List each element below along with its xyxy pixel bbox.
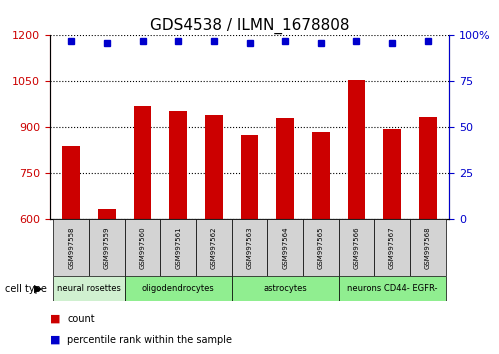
FancyBboxPatch shape <box>125 219 160 276</box>
Bar <box>347 80 365 219</box>
Text: count: count <box>67 314 95 324</box>
FancyBboxPatch shape <box>339 276 446 301</box>
Text: GSM997568: GSM997568 <box>425 227 431 269</box>
FancyBboxPatch shape <box>89 219 125 276</box>
Text: GSM997563: GSM997563 <box>247 227 252 269</box>
FancyBboxPatch shape <box>267 219 303 276</box>
FancyBboxPatch shape <box>53 219 89 276</box>
Bar <box>62 146 80 219</box>
Bar <box>169 110 187 219</box>
Text: GSM997559: GSM997559 <box>104 227 110 269</box>
Text: ■: ■ <box>50 335 60 345</box>
FancyBboxPatch shape <box>160 219 196 276</box>
Text: cell type: cell type <box>5 284 47 293</box>
FancyBboxPatch shape <box>303 219 339 276</box>
Bar <box>134 106 152 219</box>
Bar <box>312 132 330 219</box>
Text: GSM997567: GSM997567 <box>389 227 395 269</box>
FancyBboxPatch shape <box>374 219 410 276</box>
Bar <box>419 117 437 219</box>
FancyBboxPatch shape <box>339 219 374 276</box>
Text: GSM997561: GSM997561 <box>175 227 181 269</box>
Text: percentile rank within the sample: percentile rank within the sample <box>67 335 233 345</box>
Text: neural rosettes: neural rosettes <box>57 284 121 293</box>
Text: GSM997566: GSM997566 <box>353 227 359 269</box>
FancyBboxPatch shape <box>196 219 232 276</box>
Text: astrocytes: astrocytes <box>263 284 307 293</box>
Text: ■: ■ <box>50 314 60 324</box>
Bar <box>241 135 258 219</box>
Text: GSM997562: GSM997562 <box>211 227 217 269</box>
Text: GSM997558: GSM997558 <box>68 227 74 269</box>
Text: GSM997564: GSM997564 <box>282 227 288 269</box>
FancyBboxPatch shape <box>125 276 232 301</box>
Text: GSM997565: GSM997565 <box>318 227 324 269</box>
FancyBboxPatch shape <box>410 219 446 276</box>
Bar <box>98 209 116 219</box>
FancyBboxPatch shape <box>232 276 339 301</box>
Bar <box>383 129 401 219</box>
FancyBboxPatch shape <box>53 276 125 301</box>
Text: oligodendrocytes: oligodendrocytes <box>142 284 215 293</box>
FancyBboxPatch shape <box>232 219 267 276</box>
Text: ▶: ▶ <box>34 284 42 293</box>
Text: neurons CD44- EGFR-: neurons CD44- EGFR- <box>347 284 437 293</box>
Bar <box>205 115 223 219</box>
Text: GSM997560: GSM997560 <box>140 227 146 269</box>
Text: GDS4538 / ILMN_1678808: GDS4538 / ILMN_1678808 <box>150 18 349 34</box>
Bar <box>276 118 294 219</box>
